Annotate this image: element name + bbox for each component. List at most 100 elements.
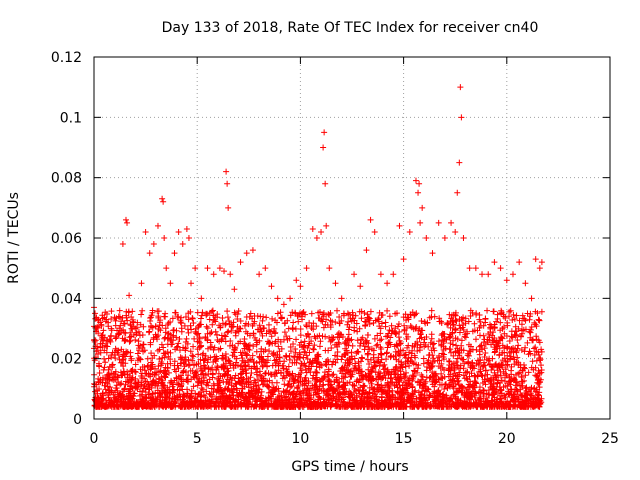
data-point-bulk: [479, 363, 486, 370]
data-point-bulk: [103, 311, 110, 318]
data-point-bulk: [169, 315, 176, 322]
data-point-bulk: [473, 360, 480, 367]
data-point-bulk: [374, 358, 381, 365]
data-point-bulk: [533, 357, 540, 364]
data-point: [460, 235, 467, 241]
data-point-bulk: [128, 367, 135, 374]
data-point-bulk: [103, 349, 110, 356]
data-point-bulk: [293, 336, 300, 343]
data-point-bulk: [439, 364, 446, 371]
data-point-bulk: [171, 399, 178, 406]
data-point-bulk: [502, 393, 509, 400]
data-point-bulk: [336, 313, 343, 320]
data-point: [204, 265, 211, 272]
data-point-bulk: [155, 308, 162, 315]
data-point-bulk: [430, 377, 437, 384]
data-point-bulk: [102, 386, 109, 393]
data-point-bulk: [284, 387, 291, 394]
data-point-bulk: [497, 319, 504, 326]
data-point-bulk: [197, 356, 204, 363]
x-tick-label: 25: [601, 431, 619, 447]
data-point-bulk: [105, 355, 112, 362]
data-point-bulk: [128, 333, 135, 340]
data-point-bulk: [482, 319, 489, 326]
data-point-bulk: [418, 318, 425, 325]
data-point-bulk: [137, 321, 144, 328]
data-point: [313, 235, 320, 241]
data-point-bulk: [538, 367, 545, 373]
data-point-bulk: [298, 313, 305, 320]
data-point: [538, 259, 545, 266]
data-point-bulk: [397, 347, 404, 354]
data-point-bulk: [165, 369, 172, 376]
data-point-bulk: [477, 318, 484, 325]
data-point-bulk: [354, 337, 361, 344]
data-point-bulk: [481, 345, 488, 352]
data-point-bulk: [287, 348, 294, 355]
data-point-bulk: [259, 332, 266, 339]
data-point-bulk: [220, 355, 227, 362]
data-point-bulk: [469, 364, 476, 371]
data-point: [124, 219, 131, 226]
data-point-bulk: [518, 392, 525, 399]
data-point-bulk: [507, 356, 514, 363]
data-point-bulk: [354, 403, 361, 410]
data-point-bulk: [217, 345, 224, 352]
data-point-bulk: [461, 360, 468, 367]
data-point-bulk: [246, 332, 253, 339]
data-point-bulk: [126, 372, 133, 379]
data-point-bulk: [210, 380, 217, 387]
data-point-bulk: [213, 331, 220, 338]
data-point-bulk: [263, 314, 270, 321]
data-point-bulk: [147, 341, 154, 348]
data-point-bulk: [511, 316, 518, 323]
data-point-bulk: [106, 384, 113, 391]
data-point-bulk: [518, 321, 525, 328]
data-point-bulk: [335, 396, 342, 403]
data-point-bulk: [497, 334, 504, 341]
data-point-bulk: [522, 326, 529, 333]
data-point-bulk: [342, 374, 349, 381]
data-point-bulk: [254, 376, 261, 383]
data-point: [326, 265, 333, 272]
data-point-bulk: [436, 315, 443, 322]
data-point-bulk: [393, 341, 400, 348]
data-point-bulk: [139, 388, 146, 395]
data-point-bulk: [474, 372, 481, 379]
data-point-bulk: [282, 319, 289, 326]
data-point-bulk: [425, 359, 432, 366]
data-point-bulk: [387, 334, 394, 341]
data-point-bulk: [224, 308, 231, 315]
data-point: [454, 189, 461, 196]
data-point-bulk: [528, 392, 535, 399]
data-point-bulk: [462, 315, 469, 322]
data-point-bulk: [374, 332, 381, 339]
data-point-bulk: [251, 363, 258, 370]
data-point: [309, 225, 316, 232]
data-point-bulk: [446, 381, 453, 388]
data-point-bulk: [122, 337, 129, 344]
data-point-bulk: [250, 330, 257, 337]
data-point-bulk: [269, 350, 276, 357]
data-point: [146, 250, 153, 257]
data-point-bulk: [365, 366, 372, 373]
data-point-bulk: [494, 311, 501, 318]
data-point-bulk: [421, 380, 428, 387]
data-point-bulk: [239, 349, 246, 356]
data-point-bulk: [534, 372, 541, 379]
data-point-bulk: [219, 314, 226, 321]
data-point-bulk: [148, 350, 155, 357]
data-point-bulk: [524, 339, 531, 346]
x-tick-label: 10: [291, 431, 309, 447]
data-point-bulk: [195, 338, 202, 345]
x-tick-label: 5: [193, 431, 202, 447]
data-point-bulk: [189, 314, 196, 321]
data-point-bulk: [303, 323, 310, 330]
data-point-bulk: [99, 396, 106, 403]
data-point-bulk: [364, 390, 371, 397]
data-point-bulk: [468, 370, 475, 377]
data-point-bulk: [135, 379, 142, 386]
data-point: [223, 168, 230, 175]
data-point-bulk: [254, 313, 261, 319]
data-point-bulk: [300, 354, 307, 361]
